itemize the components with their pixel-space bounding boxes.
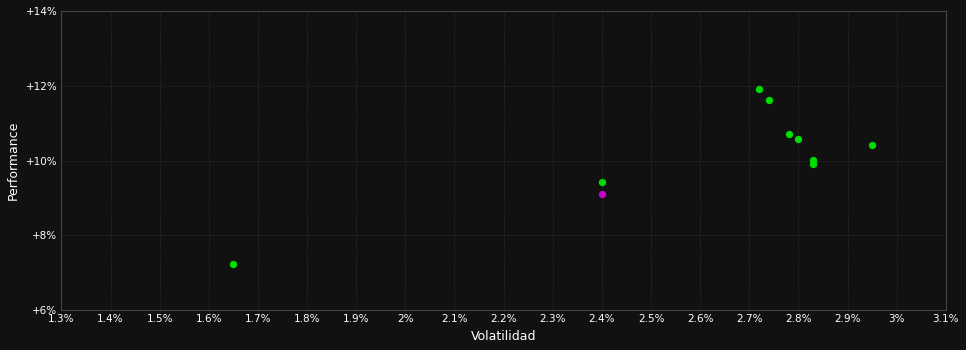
Point [594,191,610,196]
X-axis label: Volatilidad: Volatilidad [470,330,536,343]
Y-axis label: Performance: Performance [7,121,20,200]
Point [761,97,777,103]
Point [226,261,242,266]
Point [865,142,880,148]
Point [806,162,821,167]
Point [781,131,796,136]
Point [791,136,807,142]
Point [752,86,767,92]
Point [594,180,610,185]
Point [806,157,821,163]
